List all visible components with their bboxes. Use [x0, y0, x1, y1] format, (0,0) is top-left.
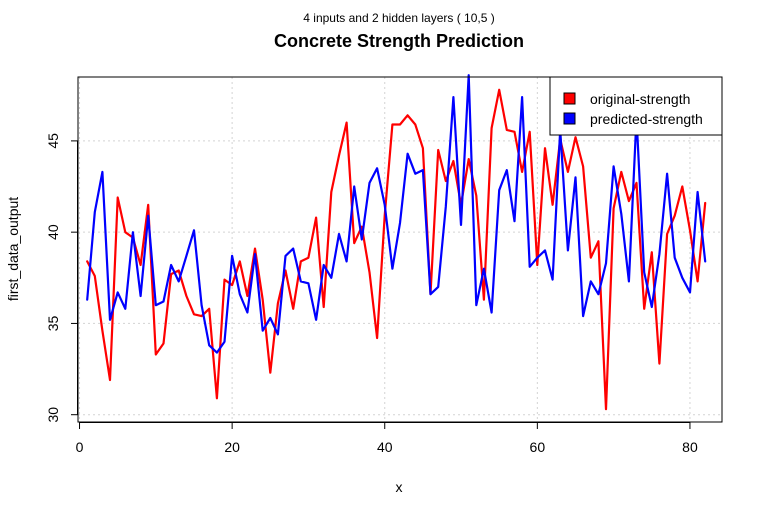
- chart-subtitle: 4 inputs and 2 hidden layers ( 10,5 ): [303, 11, 494, 25]
- legend: original-strength predicted-strength: [549, 76, 723, 136]
- y-tick-label: 40: [45, 224, 61, 240]
- series-layer: [86, 74, 707, 411]
- x-tick-label: 20: [224, 439, 240, 455]
- x-axis-label: x: [396, 479, 403, 495]
- legend-label-predicted-strength: predicted-strength: [590, 111, 703, 127]
- grid-lines: [78, 77, 722, 422]
- series-line-predicted-strength: [86, 74, 707, 354]
- legend-label-original-strength: original-strength: [590, 91, 690, 107]
- legend-swatch-predicted-strength: [563, 112, 576, 125]
- y-axis: 30 35 40 45: [45, 133, 78, 423]
- y-tick-label: 35: [45, 315, 61, 331]
- x-axis: 0 20 40 60 80: [76, 422, 698, 455]
- y-axis-label: first_data_output: [5, 197, 21, 301]
- x-tick-label: 40: [377, 439, 393, 455]
- y-tick-label: 45: [45, 133, 61, 149]
- x-tick-label: 60: [530, 439, 546, 455]
- x-tick-label: 80: [682, 439, 698, 455]
- legend-swatch-original-strength: [563, 92, 576, 105]
- series-line-original-strength: [86, 88, 707, 411]
- y-tick-label: 30: [45, 407, 61, 423]
- chart-title: Concrete Strength Prediction: [274, 31, 524, 51]
- x-tick-label: 0: [76, 439, 84, 455]
- legend-box: [549, 76, 723, 136]
